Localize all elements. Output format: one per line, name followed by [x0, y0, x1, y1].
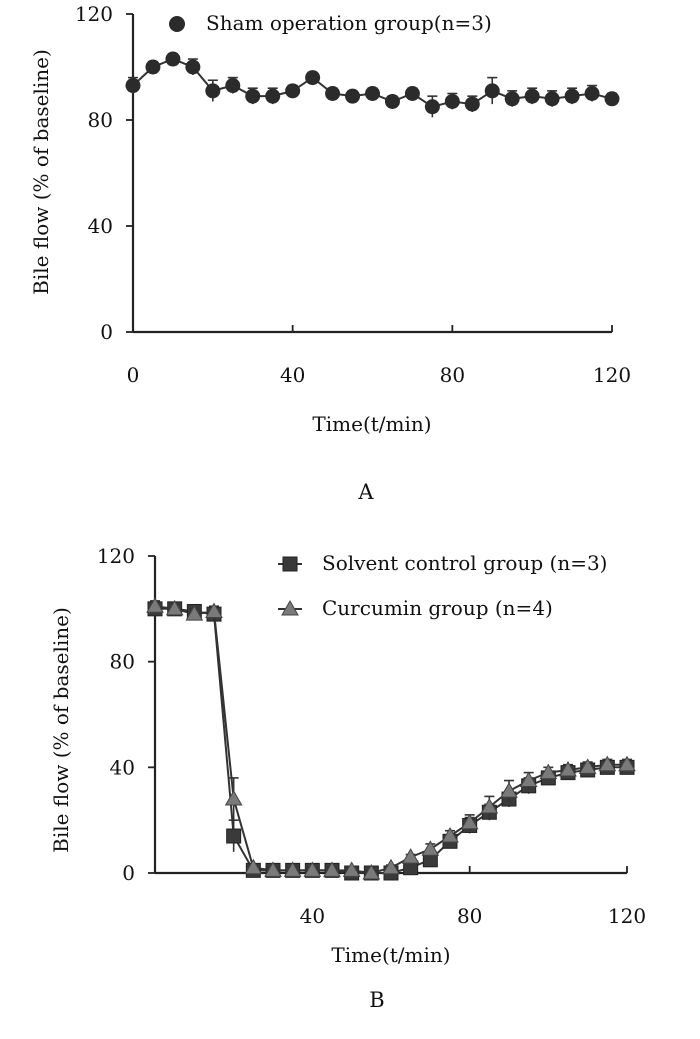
panel-a-x-tick-label-120: 120 [593, 363, 631, 387]
panel-a-y-tick-label-80: 80 [88, 108, 113, 132]
panel-a-series-0-point [504, 91, 520, 107]
panel-a-y-tick-label-120: 120 [75, 2, 113, 26]
panel-b-y-tick-label-80: 80 [110, 650, 135, 674]
panel-a-series-0-point [125, 78, 141, 94]
panel-a-y-tick-label-40: 40 [88, 214, 113, 238]
panel-b-y-axis-label: Bile flow (% of baseline) [49, 607, 73, 853]
panel-a-x-axis-label: Time(t/min) [312, 412, 431, 436]
panel-b-y-tick-label-40: 40 [110, 755, 135, 779]
panel-a-series-0-point [205, 83, 221, 99]
panel-b-series-1-point [578, 758, 597, 774]
panel-b-x-tick-label-40: 40 [300, 904, 325, 928]
panel-a-series-0-point [225, 78, 241, 94]
panel-b-series-1-point [500, 782, 518, 798]
panel-a-chart: Bile flow (% of baseline) Time(t/min) A … [29, 2, 631, 504]
panel-a-series-0-point [265, 88, 281, 104]
panel-b-series [146, 597, 636, 881]
panel-b-chart: Bile flow (% of baseline) Time(t/min) B … [49, 544, 646, 1012]
panel-a-series-0-point [424, 99, 440, 115]
panel-b-series-1-point [421, 840, 440, 856]
panel-b-series-1-point [441, 827, 459, 843]
panel-a-series-0-point [165, 51, 181, 67]
panel-b-x-tick-label-120: 120 [608, 904, 646, 928]
panel-a-series-0-point [384, 93, 400, 109]
panel-a-series-0-point [185, 59, 201, 75]
panel-b-ticks: 0 40 80 120 40 80 120 [97, 544, 646, 928]
panel-b-series-1-point [283, 861, 302, 877]
panel-b-series-1-point [618, 755, 636, 772]
panel-a-series-0-point [464, 96, 480, 112]
panel-b-series-1-point [362, 863, 381, 880]
panel-b-series-1-point [264, 861, 282, 877]
legend-label-solvent: Solvent control group (n=3) [322, 551, 607, 575]
panel-b-series-1-point [519, 771, 538, 788]
panel-b-legend: Solvent control group (n=3) Curcumin gro… [278, 551, 607, 620]
panel-b-series-1-point [303, 861, 322, 877]
panel-a-series-0-point [484, 83, 500, 99]
panel-b-label: B [369, 988, 384, 1012]
panel-a-series-0-point [544, 91, 560, 107]
panel-b-series-0-point [226, 828, 242, 844]
panel-b-series-1-point [342, 861, 361, 877]
panel-a-x-tick-label-0: 0 [127, 363, 140, 387]
panel-b-series-1-point [382, 858, 400, 875]
panel-a-series [125, 51, 620, 118]
panel-b-series-1-point [480, 797, 499, 814]
panel-a-series-0-point [604, 91, 620, 107]
panel-a-series-0-point [524, 88, 540, 104]
panel-b-series-1-point [224, 790, 243, 806]
panel-a-series-0-point [404, 86, 420, 101]
legend-label-sham: Sham operation group(n=3) [206, 11, 492, 35]
panel-a-series-0-point [584, 86, 600, 101]
panel-b-x-tick-label-80: 80 [457, 904, 482, 928]
legend-marker-sham-circle [169, 16, 185, 32]
panel-a-label: A [357, 480, 374, 504]
panel-b-series-1-point [539, 763, 558, 780]
panel-a-series-0-point [365, 86, 380, 101]
legend-marker-solvent-square [282, 556, 298, 572]
panel-a-series-0-point [145, 59, 161, 75]
panel-b-series-1-point [598, 755, 617, 772]
panel-b-series-1-point [559, 760, 577, 777]
panel-a-ticks: 0 40 80 120 0 40 80 120 [75, 2, 631, 387]
panel-a-series-0-point [245, 88, 261, 104]
panel-a-series-0-point [325, 86, 341, 101]
panel-a-y-axis-label: Bile flow (% of baseline) [29, 49, 53, 295]
legend-marker-curcumin-triangle [281, 599, 299, 616]
panel-b-series-1-point [401, 848, 420, 864]
legend-label-curcumin: Curcumin group (n=4) [322, 596, 553, 620]
panel-a-y-tick-label-0: 0 [100, 320, 113, 344]
panel-a-series-0-point [345, 88, 361, 104]
panel-a-x-tick-label-40: 40 [280, 363, 305, 387]
panel-a-series-0-point [305, 70, 321, 86]
panel-a-series-0-point [564, 88, 580, 104]
panel-b-series-1-point [323, 861, 341, 877]
panel-b-series-1-point [185, 605, 204, 621]
panel-a-legend: Sham operation group(n=3) [169, 11, 492, 35]
panel-b-y-tick-label-120: 120 [97, 544, 135, 568]
panel-b-series-1-point [146, 597, 164, 613]
panel-a-series-0-point [285, 83, 301, 99]
panel-b-x-axis-label: Time(t/min) [331, 943, 450, 967]
panel-a-x-tick-label-80: 80 [440, 363, 465, 387]
panel-b-series-1-point [165, 599, 184, 616]
panel-b-y-tick-label-0: 0 [122, 861, 135, 885]
panel-b-series-1-point [205, 602, 223, 618]
panel-b-series-1-point [460, 813, 479, 830]
panel-b-series-1-point [244, 858, 263, 875]
panel-a-series-0-point [444, 93, 460, 109]
